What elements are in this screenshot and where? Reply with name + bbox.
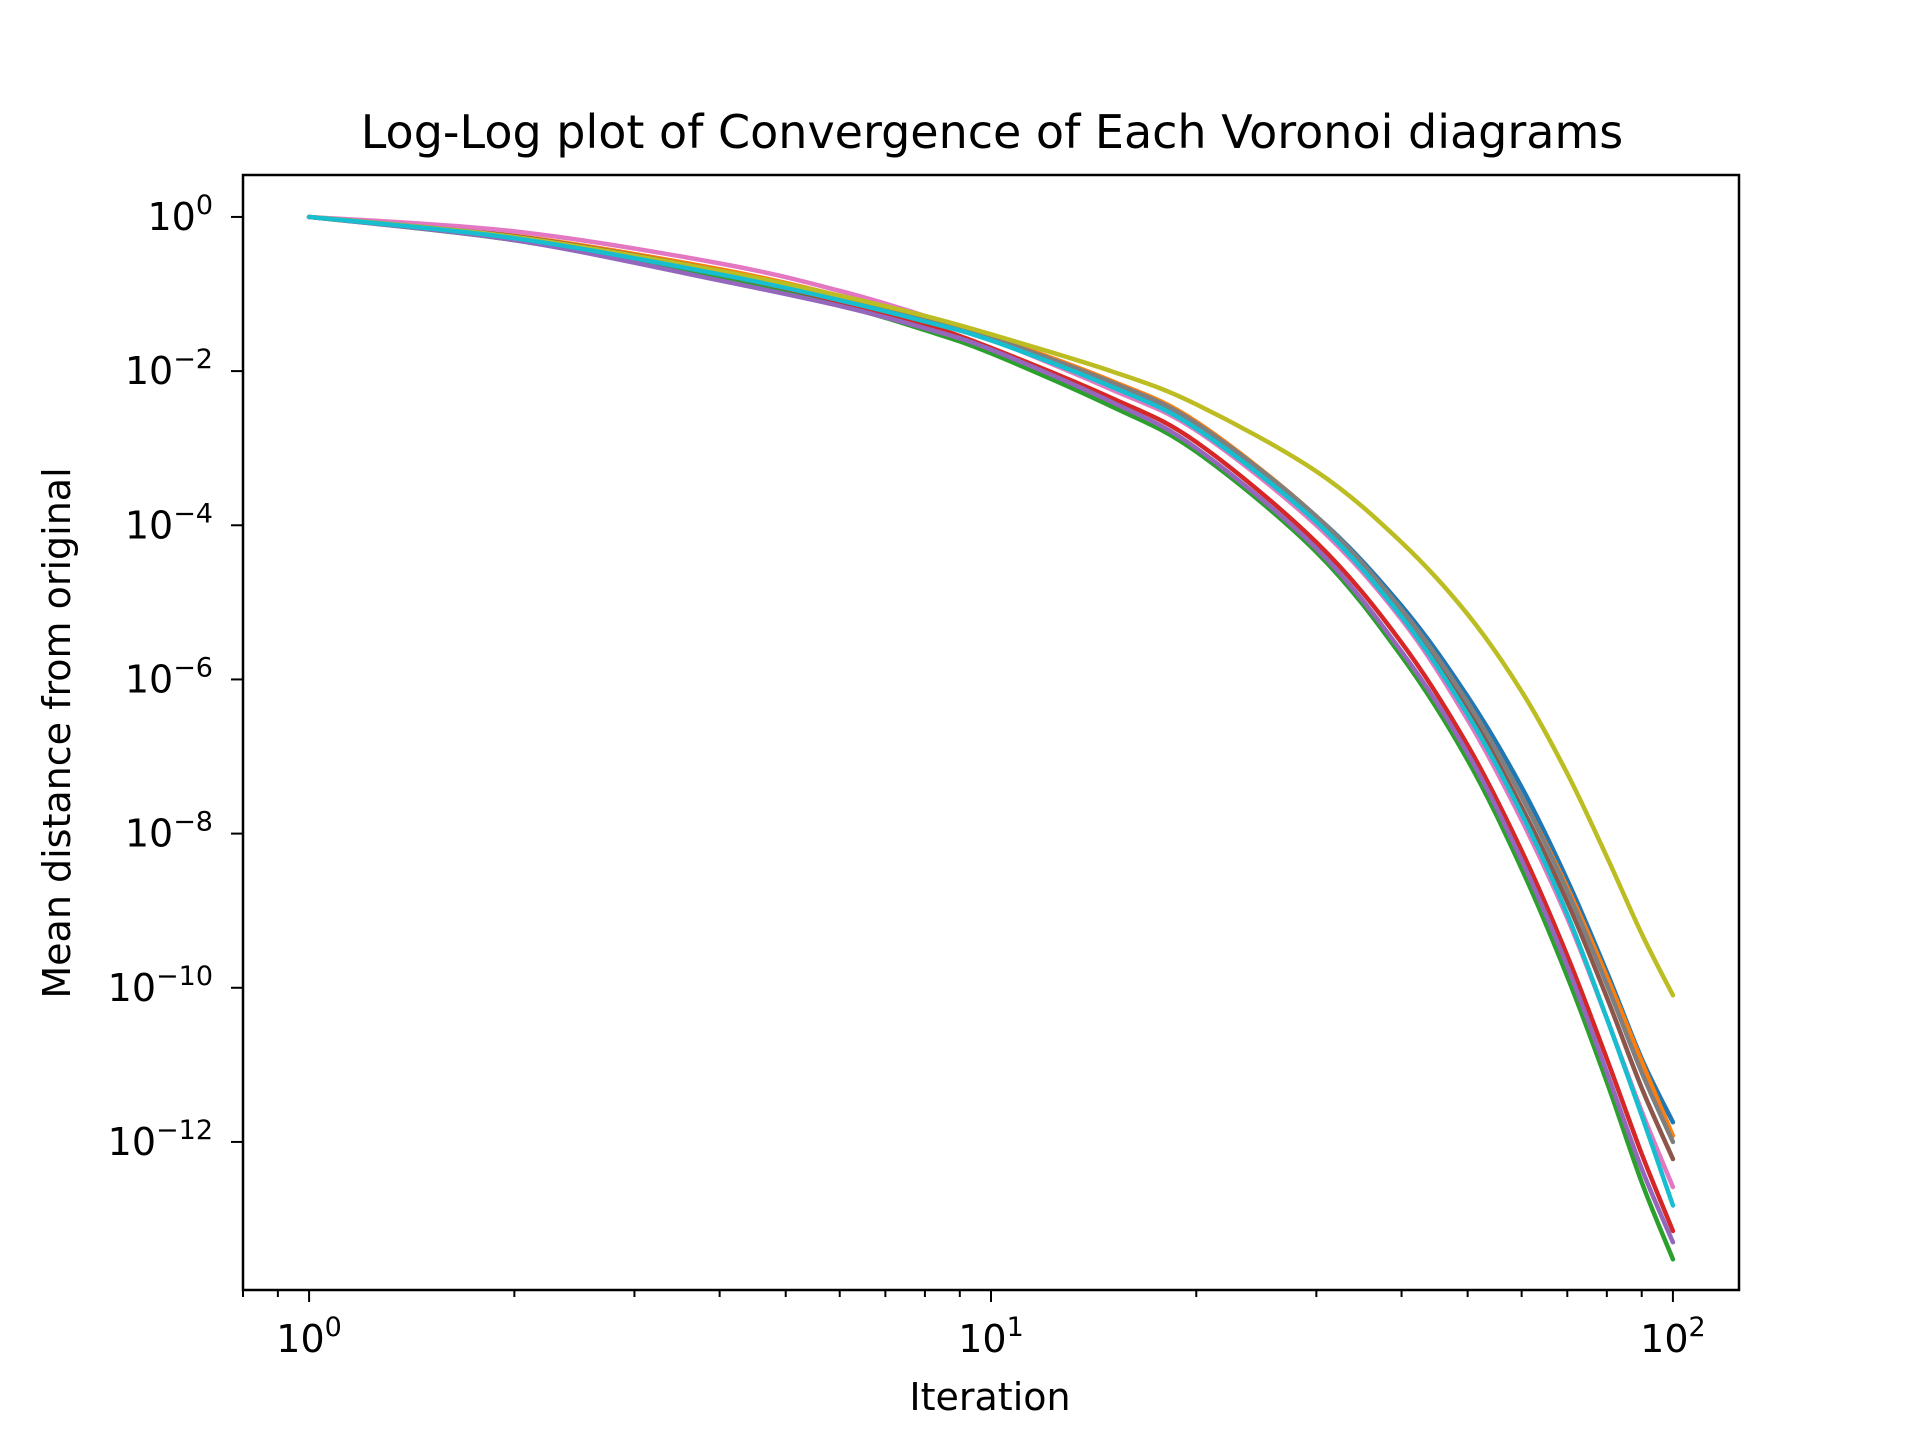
x-tick-label: 101 xyxy=(958,1312,1024,1361)
y-tick-label: 100 xyxy=(147,190,213,239)
y-tick-label: 10−6 xyxy=(125,652,213,701)
x-axis: 100 101 102 xyxy=(242,1290,1706,1361)
x-tick-label: 102 xyxy=(1640,1312,1706,1361)
series-group xyxy=(306,214,1676,1262)
y-axis: 100 10−2 10−4 10−6 10−8 10−10 10−12 xyxy=(108,190,243,1164)
series-line-9 xyxy=(306,214,1676,998)
chart-title: Log-Log plot of Convergence of Each Voro… xyxy=(361,105,1624,159)
y-tick-label: 10−4 xyxy=(125,498,213,547)
y-tick-label: 10−10 xyxy=(108,961,213,1010)
series-line-10 xyxy=(306,214,1676,1208)
y-tick-label: 10−8 xyxy=(125,807,213,856)
y-tick-label: 10−2 xyxy=(125,344,213,393)
x-axis-label: Iteration xyxy=(909,1375,1070,1419)
y-tick-label: 10−12 xyxy=(108,1115,213,1164)
series-line-5 xyxy=(306,214,1676,1245)
x-tick-label: 100 xyxy=(276,1312,342,1361)
y-axis-label: Mean distance from original xyxy=(35,467,79,998)
